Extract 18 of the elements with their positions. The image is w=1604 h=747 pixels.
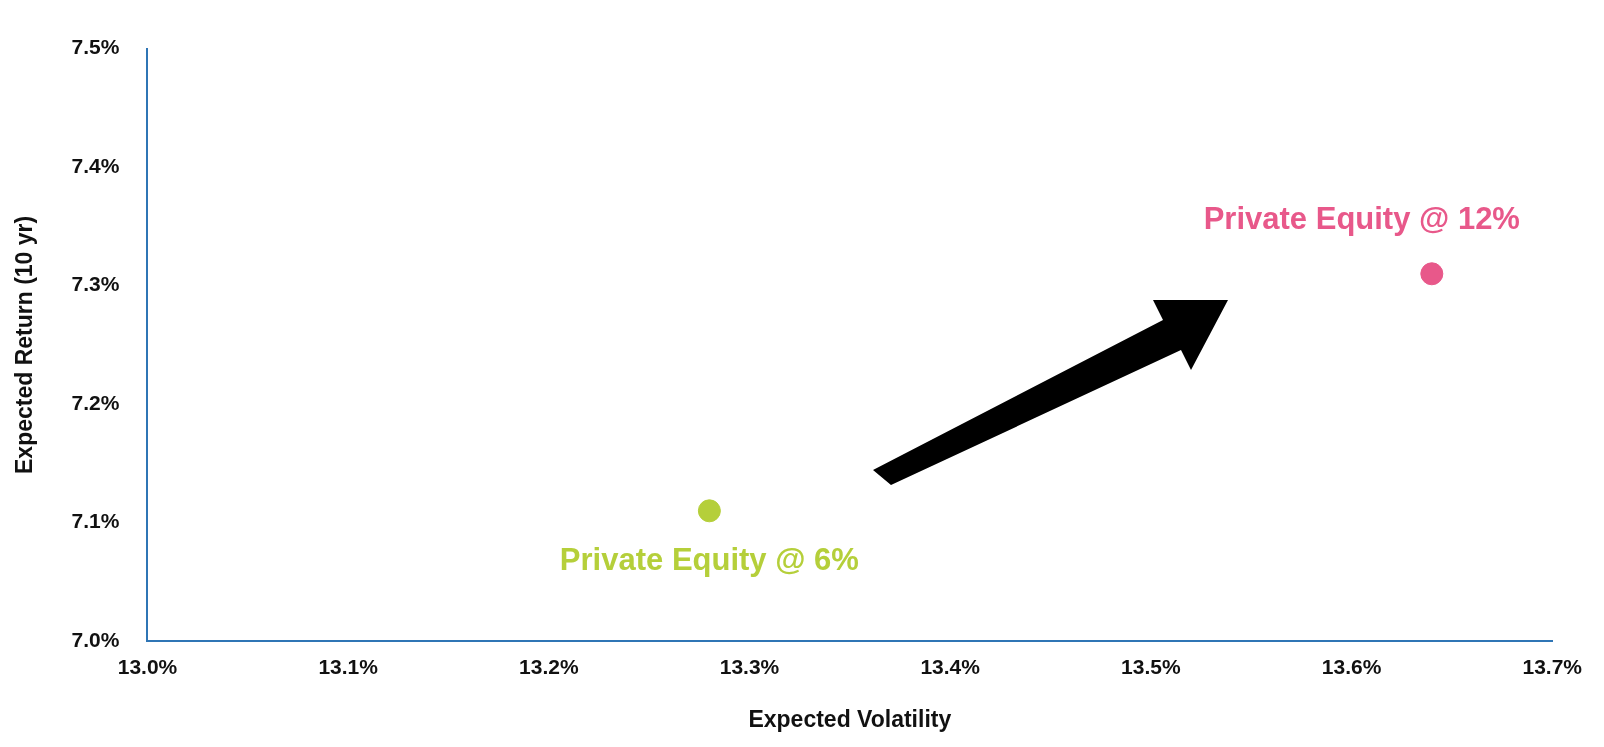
y-tick-label: 7.0% — [71, 628, 120, 651]
x-axis-title: Expected Volatility — [748, 705, 952, 732]
x-tick-label: 13.0% — [117, 654, 178, 678]
x-tick-label: 13.5% — [1121, 654, 1181, 678]
y-tick-label: 7.1% — [71, 509, 120, 533]
x-tick-label: 13.1% — [318, 654, 379, 678]
x-tick-label: 13.4% — [920, 654, 981, 678]
y-tick-label: 7.4% — [71, 153, 120, 177]
y-tick-label: 7.5% — [71, 35, 120, 59]
text: Private Equity @ 12% — [1203, 200, 1520, 236]
x-tick-label: 13.2% — [519, 654, 579, 678]
x-tick-label: 13.3% — [719, 654, 780, 678]
x-tick-label: 13.6% — [1321, 654, 1382, 678]
y-tick-label: 7.3% — [71, 272, 120, 296]
x-tick-label: 13.7% — [1522, 654, 1583, 678]
series-label: Private Equity @ 6% — [559, 541, 859, 577]
y-axis-title: Expected Return (10 yr) — [11, 215, 38, 474]
y-tick-label: 7.2% — [71, 390, 120, 414]
